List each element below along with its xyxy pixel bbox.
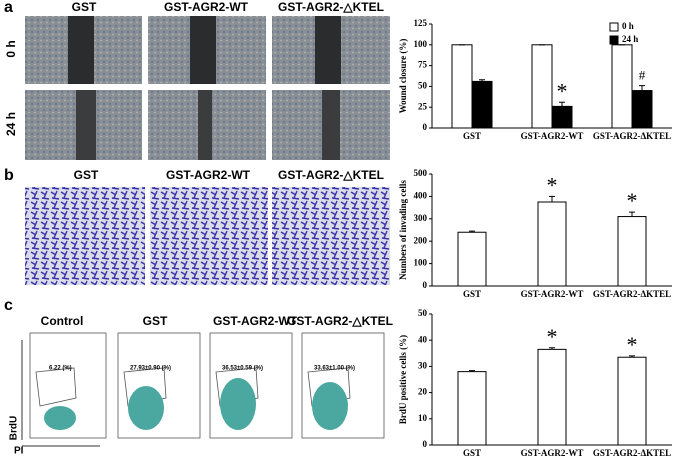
- error-bar: [559, 101, 565, 107]
- y-tick-label: 300: [414, 213, 428, 223]
- invasion-images: [25, 187, 390, 285]
- error-bar: [629, 355, 635, 358]
- y-tick-label: 40: [418, 334, 428, 344]
- panel-label: c: [4, 297, 13, 314]
- annotation: #: [639, 68, 646, 83]
- x-tick-label: GST-AGR2-WT: [521, 131, 584, 141]
- bar: [617, 216, 647, 287]
- y-axis-label: Wound closure (%): [398, 39, 408, 114]
- gate-label: 36.53±0.59 (%): [222, 366, 263, 372]
- bar: [451, 44, 473, 129]
- x-tick-label: GST: [463, 131, 481, 141]
- legend-label: 0 h: [622, 21, 634, 31]
- bar: [531, 44, 553, 129]
- error-bar: [479, 79, 485, 82]
- bar: [471, 80, 493, 129]
- error-bar: [469, 370, 475, 372]
- column-header: GST: [143, 314, 168, 328]
- y-tick-label: 500: [414, 168, 428, 178]
- column-header: GST: [72, 0, 97, 14]
- bar: [611, 44, 633, 129]
- column-header: GST-AGR2-△KTEL: [287, 314, 393, 328]
- error-bar: [549, 195, 555, 202]
- y-axis-label: BrdU positive cells (%): [398, 335, 408, 424]
- column-header: GST: [74, 168, 99, 182]
- error-bar: [549, 347, 555, 350]
- error-bar: [629, 211, 635, 217]
- axis-label: BrdU: [9, 416, 20, 440]
- column-header: GST-AGR2-WT: [213, 314, 298, 328]
- y-tick-label: 50: [418, 308, 428, 318]
- column-header: Control: [41, 314, 84, 328]
- annotation: *: [627, 188, 638, 213]
- error-bar: [639, 85, 645, 91]
- x-tick-label: GST-AGR2-WT: [521, 448, 584, 458]
- column-header: GST-AGR2-WT: [166, 168, 251, 182]
- bar: [457, 231, 487, 287]
- axis-label: PI: [14, 446, 24, 457]
- y-tick-label: 75: [418, 60, 428, 70]
- y-tick-label: 125: [414, 18, 428, 28]
- x-tick-label: GST-AGR2-WT: [521, 289, 584, 299]
- annotation: *: [557, 78, 568, 103]
- x-tick-label: GST-AGR2-ΔKTEL: [593, 289, 671, 299]
- panel-label: b: [4, 167, 14, 184]
- gate-label: 6.22 (%): [49, 366, 72, 372]
- y-tick-label: 30: [418, 360, 428, 370]
- y-tick-label: 0: [423, 439, 428, 449]
- column-header: GST-AGR2-WT: [164, 0, 249, 14]
- y-tick-label: 100: [414, 258, 428, 268]
- panel-label: a: [4, 0, 13, 16]
- bar: [537, 201, 567, 287]
- wound-images: [25, 16, 390, 160]
- bar: [617, 356, 647, 446]
- y-tick-label: 400: [414, 190, 428, 200]
- legend-label: 24 h: [622, 34, 638, 44]
- y-tick-label: 200: [414, 235, 428, 245]
- gate-label: 33.63±1.00 (%): [314, 366, 355, 372]
- flow-plots: [29, 332, 385, 439]
- y-tick-label: 100: [414, 39, 428, 49]
- y-tick-label: 50: [418, 80, 428, 90]
- x-tick-label: GST: [463, 448, 481, 458]
- y-tick-label: 25: [418, 101, 428, 111]
- annotation: *: [547, 324, 558, 349]
- y-tick-label: 0: [423, 122, 428, 132]
- bar: [457, 371, 487, 446]
- error-bar: [469, 230, 475, 233]
- y-tick-label: 10: [418, 413, 428, 423]
- x-tick-label: GST-AGR2-ΔKTEL: [593, 131, 671, 141]
- y-axis-label: Numbers of invading cells: [398, 180, 408, 280]
- annotation: *: [547, 172, 558, 197]
- y-tick-label: 0: [423, 280, 428, 290]
- legend-swatch: [609, 22, 619, 32]
- bar: [631, 90, 653, 129]
- bar: [537, 348, 567, 446]
- column-header: GST-AGR2-△KTEL: [278, 168, 384, 182]
- gate-label: 27.93±0.90 (%): [130, 366, 171, 372]
- axis-arrow: [21, 340, 100, 447]
- row-label: 24 h: [4, 112, 18, 136]
- y-tick-label: 20: [418, 387, 428, 397]
- x-tick-label: GST: [463, 289, 481, 299]
- bar: [551, 105, 573, 129]
- x-tick-label: GST-AGR2-ΔKTEL: [593, 448, 671, 458]
- column-header: GST-AGR2-△KTEL: [278, 0, 384, 14]
- row-label: 0 h: [4, 40, 18, 57]
- legend-swatch: [609, 35, 619, 45]
- annotation: *: [627, 332, 638, 357]
